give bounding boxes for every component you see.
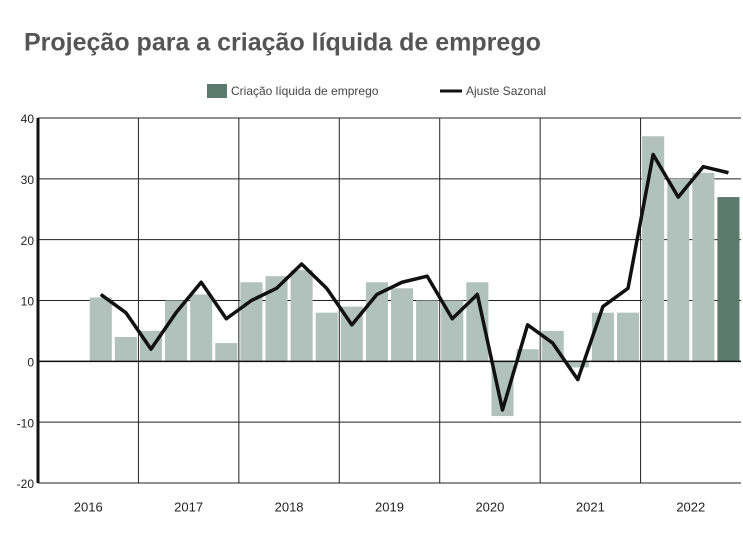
bar bbox=[190, 294, 213, 362]
bar bbox=[89, 297, 112, 362]
legend-label: Ajuste Sazonal bbox=[466, 84, 546, 98]
bar bbox=[265, 276, 288, 362]
y-tick-label: 0 bbox=[27, 356, 34, 370]
bar bbox=[566, 361, 589, 368]
x-tick-label: 2022 bbox=[676, 499, 705, 514]
bar bbox=[391, 288, 414, 362]
bar bbox=[491, 361, 514, 417]
y-tick-label: 40 bbox=[21, 112, 35, 126]
x-tick-label: 2020 bbox=[475, 499, 504, 514]
bar bbox=[717, 197, 740, 362]
x-tick-label: 2019 bbox=[375, 499, 404, 514]
x-tick-label: 2021 bbox=[576, 499, 605, 514]
bar bbox=[240, 282, 263, 362]
y-tick-label: 20 bbox=[21, 234, 35, 248]
y-tick-label: 30 bbox=[21, 173, 35, 187]
bar bbox=[616, 312, 640, 362]
chart-title: Projeção para a criação líquida de empre… bbox=[24, 29, 541, 57]
bar bbox=[416, 300, 439, 362]
x-tick-label: 2018 bbox=[275, 499, 304, 514]
bar bbox=[667, 178, 690, 362]
bar bbox=[315, 312, 338, 362]
bar bbox=[290, 270, 313, 362]
x-tick-label: 2017 bbox=[174, 499, 203, 514]
bar bbox=[215, 343, 238, 362]
y-tick-label: -10 bbox=[17, 416, 35, 430]
bar bbox=[692, 172, 715, 362]
y-tick-label: 10 bbox=[21, 295, 35, 309]
bar bbox=[165, 300, 188, 362]
bar bbox=[591, 312, 614, 362]
legend-label: Criação líquida de emprego bbox=[231, 84, 379, 98]
x-tick-label: 2016 bbox=[74, 499, 103, 514]
y-tick-label: -20 bbox=[17, 477, 35, 491]
bar bbox=[516, 349, 539, 362]
bar bbox=[114, 337, 137, 362]
legend-swatch bbox=[207, 84, 227, 98]
line bbox=[99, 152, 729, 412]
